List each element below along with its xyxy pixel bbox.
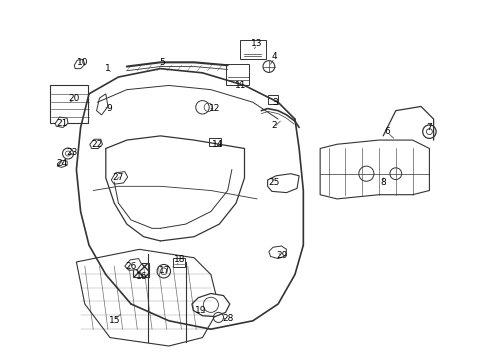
Text: 27: 27 — [112, 174, 123, 183]
Polygon shape — [58, 160, 67, 167]
Text: 3: 3 — [271, 98, 277, 107]
Text: 2: 2 — [270, 121, 276, 130]
Polygon shape — [96, 94, 108, 115]
Text: 23: 23 — [66, 148, 78, 157]
FancyBboxPatch shape — [225, 64, 248, 85]
Text: 7: 7 — [426, 123, 431, 132]
Text: 11: 11 — [234, 81, 245, 90]
FancyBboxPatch shape — [240, 40, 265, 59]
Polygon shape — [267, 174, 299, 193]
Text: 5: 5 — [160, 58, 165, 67]
Text: 15: 15 — [108, 316, 120, 325]
Text: 19: 19 — [194, 306, 206, 315]
Text: 17: 17 — [159, 266, 170, 275]
Text: 10: 10 — [77, 58, 88, 67]
FancyBboxPatch shape — [173, 258, 184, 267]
Polygon shape — [268, 246, 286, 258]
Polygon shape — [74, 59, 84, 69]
Text: 13: 13 — [251, 39, 263, 48]
Polygon shape — [76, 249, 219, 346]
Text: 21: 21 — [56, 119, 67, 128]
Polygon shape — [90, 139, 102, 148]
Text: 9: 9 — [106, 104, 112, 113]
Polygon shape — [111, 172, 127, 184]
Text: 8: 8 — [380, 177, 385, 186]
Text: 26: 26 — [125, 262, 137, 271]
Text: 18: 18 — [173, 255, 185, 264]
Polygon shape — [320, 140, 428, 199]
Text: 16: 16 — [136, 272, 147, 281]
Text: 28: 28 — [222, 314, 233, 323]
FancyBboxPatch shape — [267, 95, 278, 104]
Text: 4: 4 — [271, 51, 277, 60]
Text: 20: 20 — [68, 94, 80, 103]
Polygon shape — [55, 117, 68, 127]
Text: 24: 24 — [56, 159, 67, 168]
FancyBboxPatch shape — [208, 138, 220, 147]
Text: 22: 22 — [91, 140, 102, 149]
Text: 12: 12 — [209, 104, 220, 113]
Text: 6: 6 — [384, 127, 389, 136]
Polygon shape — [124, 258, 141, 270]
FancyBboxPatch shape — [132, 263, 148, 277]
FancyBboxPatch shape — [50, 85, 88, 123]
Text: 1: 1 — [105, 64, 111, 73]
Text: 29: 29 — [276, 251, 287, 260]
Text: 14: 14 — [211, 140, 223, 149]
Polygon shape — [192, 293, 229, 316]
Text: 25: 25 — [268, 177, 279, 186]
